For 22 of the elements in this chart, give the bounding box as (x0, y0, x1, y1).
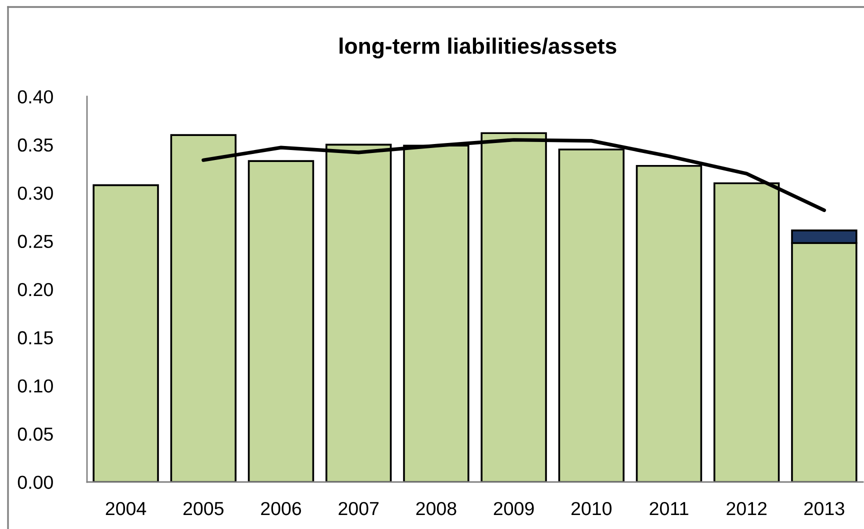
x-tick-label: 2013 (804, 502, 844, 516)
y-tick-label: 0.40 (18, 90, 53, 104)
x-tick-label: 2010 (571, 502, 612, 516)
bar (92, 184, 159, 482)
y-tick-label: 0.20 (18, 282, 53, 296)
y-tick-label: 0.25 (18, 234, 53, 248)
y-tick-label: 0.35 (18, 138, 53, 152)
chart-title: long-term liabilities/assets (340, 38, 616, 58)
x-tick-label: 2012 (726, 502, 767, 516)
x-tick-label: 2006 (261, 502, 302, 516)
x-tick-label: 2009 (494, 502, 534, 516)
bar (248, 160, 314, 482)
y-tick-label: 0.05 (18, 428, 53, 441)
y-tick-label: 0.10 (18, 379, 53, 393)
y-tick-label: 0.00 (18, 476, 53, 489)
x-tick-label: 2008 (416, 502, 456, 516)
x-tick-label: 2011 (650, 502, 688, 516)
x-tick-label: 2005 (183, 502, 224, 516)
x-tick-label: 2004 (106, 502, 146, 516)
x-tick-label: 2007 (338, 502, 379, 516)
y-tick-label: 0.15 (18, 331, 53, 344)
y-tick-label: 0.30 (18, 186, 53, 200)
